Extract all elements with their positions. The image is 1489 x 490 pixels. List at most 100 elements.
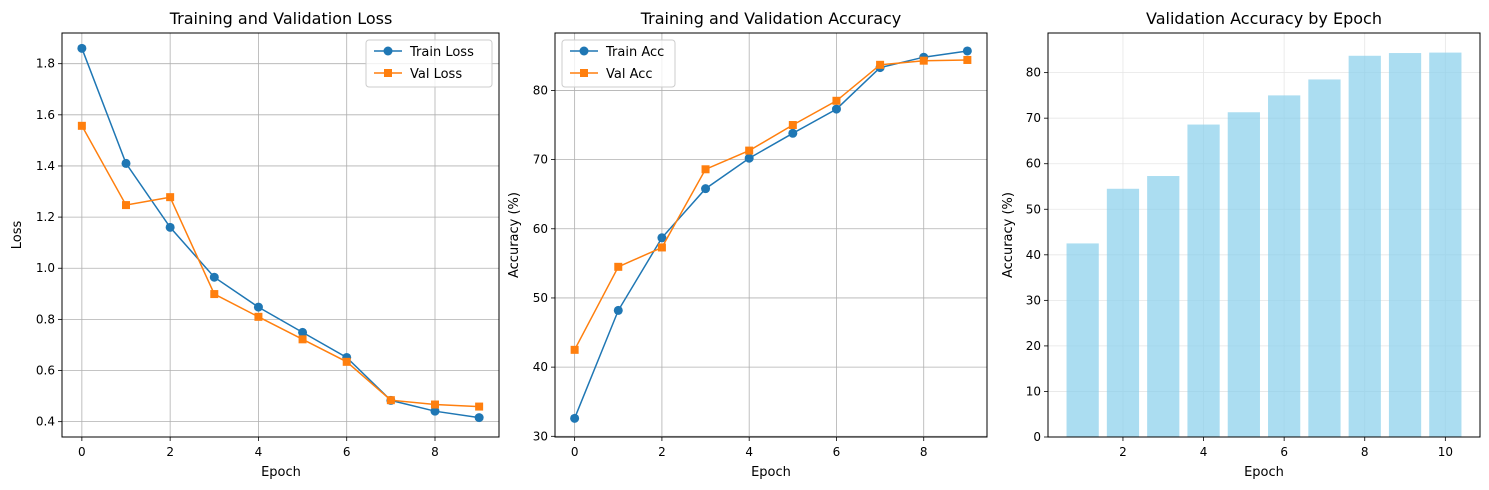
loss-y-tick-label: 0.8 [36,312,55,326]
val-accuracy-bar [1227,112,1260,438]
val-loss-point [122,201,131,210]
val-loss-point [386,396,395,405]
val-accuracy-bar [1066,243,1099,437]
train-loss-point [77,43,87,53]
accuracy-legend-train-label: Train Acc [605,45,664,60]
train-loss-series-line [81,48,480,419]
accuracy-x-ticks: 0 2 4 6 8 [571,437,928,459]
accuracy-y-ticks: 30 40 50 60 70 80 [533,83,555,443]
val-accuracy-bar [1348,55,1381,438]
accuracy-axes-frame [554,32,988,438]
val-acc-point [570,345,579,354]
val-accuracy-plot-area [1066,52,1462,438]
val-accuracy-x-tick-label: 2 [1119,445,1127,459]
loss-x-tick-label: 0 [78,445,86,459]
loss-legend-val-label: Val Loss [410,67,462,82]
val-accuracy-y-axis-label: Accuracy (%) [1001,192,1016,278]
train-loss-point [430,406,440,416]
loss-y-tick-label: 1.2 [36,210,55,224]
train-loss-point [253,302,263,312]
loss-chart-title: Training and Validation Loss [169,9,393,28]
accuracy-y-tick-label: 70 [533,153,548,167]
val-accuracy-y-ticks: 0 10 20 30 40 50 60 70 80 [1026,66,1048,444]
val-loss-point [342,357,351,366]
accuracy-x-tick-label: 8 [920,445,928,459]
val-acc-point [614,262,623,271]
val-accuracy-bar-panel: Validation Accuracy by Epoch 2 4 6 8 10 0102… [1001,9,1481,480]
val-accuracy-x-tick-label: 8 [1361,445,1369,459]
val-acc-point [832,96,841,105]
accuracy-x-tick-label: 6 [833,445,841,459]
val-accuracy-y-tick-label: 20 [1026,339,1041,353]
train-acc-point [788,128,798,138]
val-accuracy-x-tick-label: 6 [1280,445,1288,459]
loss-y-tick-label: 1.6 [36,108,55,122]
accuracy-y-axis-label: Accuracy (%) [507,192,522,278]
loss-x-tick-label: 4 [255,445,263,459]
accuracy-y-tick-label: 40 [533,360,548,374]
train-loss-point [121,158,131,168]
train-acc-point [744,153,754,163]
val-accuracy-x-tick-label: 10 [1438,445,1453,459]
train-loss-point [298,327,308,337]
loss-x-axis-label: Epoch [261,465,301,480]
train-acc-point [701,184,711,194]
accuracy-legend-train-marker [579,46,589,56]
train-loss-point [474,413,484,423]
loss-y-tick-label: 1.0 [36,261,55,275]
loss-y-axis-label: Loss [10,221,25,250]
accuracy-y-tick-label: 60 [533,222,548,236]
accuracy-x-axis-label: Epoch [751,465,791,480]
val-accuracy-bar [1308,79,1341,437]
val-accuracy-axes-frame [1047,32,1481,438]
val-loss-point [430,400,439,409]
accuracy-y-tick-label: 50 [533,291,548,305]
loss-legend-train-marker [383,46,393,56]
val-loss-point [254,312,263,321]
loss-x-tick-label: 2 [166,445,174,459]
accuracy-x-tick-label: 2 [658,445,666,459]
val-acc-point [963,55,972,64]
val-accuracy-bar [1268,95,1301,437]
val-acc-point [876,60,885,69]
val-loss-point [77,121,86,130]
accuracy-legend-val-label: Val Acc [606,67,653,82]
val-accuracy-chart-title: Validation Accuracy by Epoch [1146,9,1382,28]
accuracy-grid [555,33,987,437]
val-accuracy-y-tick-label: 40 [1026,248,1041,262]
loss-y-tick-label: 1.8 [36,57,55,71]
accuracy-x-tick-label: 0 [571,445,579,459]
val-accuracy-x-tick-label: 4 [1200,445,1208,459]
loss-legend-train-label: Train Loss [409,45,474,60]
accuracy-y-tick-label: 80 [533,83,548,97]
val-loss-point [298,335,307,344]
val-loss-point [166,193,175,202]
loss-grid [62,33,499,437]
loss-y-tick-label: 1.4 [36,159,55,173]
loss-legend-val-marker [384,69,392,77]
val-accuracy-y-tick-label: 30 [1026,293,1041,307]
loss-y-tick-label: 0.6 [36,364,55,378]
val-accuracy-bar [1106,188,1140,437]
val-accuracy-y-tick-label: 0 [1033,430,1041,444]
val-acc-point [701,165,710,174]
loss-axes-frame [61,32,500,438]
val-accuracy-bar [1388,53,1422,437]
loss-plot-area [77,43,484,423]
val-accuracy-y-tick-label: 50 [1026,202,1041,216]
val-accuracy-x-axis-label: Epoch [1244,465,1284,480]
accuracy-panel: Training and Validation Accuracy 0 2 4 6 8 3… [507,9,988,480]
val-acc-series-line [573,59,968,351]
train-acc-point [570,413,580,423]
loss-y-tick-label: 0.4 [36,415,55,429]
val-accuracy-y-tick-label: 70 [1026,111,1041,125]
val-loss-point [210,290,219,299]
train-acc-point [831,104,841,114]
val-accuracy-bar [1147,176,1180,437]
val-accuracy-bar [1429,52,1462,438]
val-acc-point [919,56,928,65]
accuracy-legend-val-marker [580,69,588,77]
loss-y-ticks: 0.4 0.6 0.8 1.0 1.2 1.4 1.6 1.8 [36,57,62,429]
